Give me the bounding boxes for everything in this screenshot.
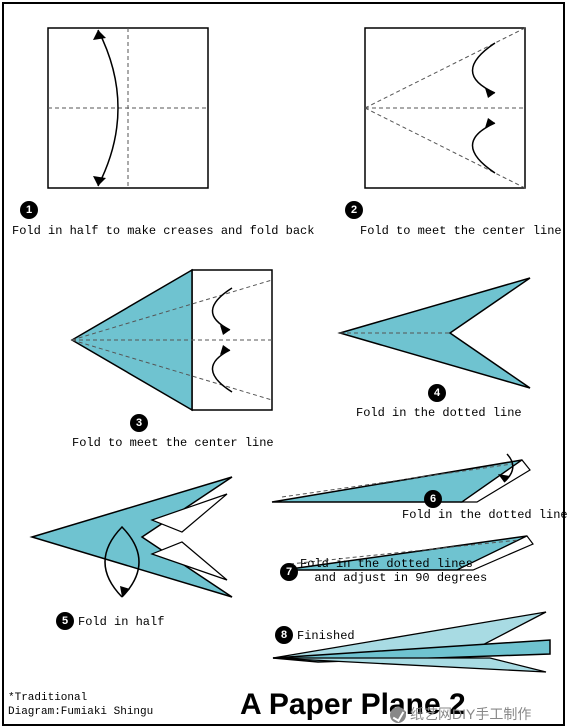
step3-caption: Fold to meet the center line (72, 436, 274, 450)
step-badge-3: 3 (130, 414, 148, 432)
step-badge-5: 5 (56, 612, 74, 630)
step-badge-4: 4 (428, 384, 446, 402)
step4-figure (330, 268, 540, 398)
step-badge-7: 7 (280, 563, 298, 581)
step6-figure (262, 450, 552, 512)
step-badge-1: 1 (20, 201, 38, 219)
step-badge-6: 6 (424, 490, 442, 508)
step6-caption: Fold in the dotted line (402, 508, 567, 522)
step1-caption: Fold in half to make creases and fold ba… (12, 224, 314, 238)
step2-figure (355, 18, 535, 198)
step5-caption: Fold in half (78, 615, 164, 629)
step5-figure (22, 462, 242, 622)
watermark-icon (390, 707, 406, 723)
step7-caption: Fold in the dotted lines and adjust in 9… (300, 557, 487, 585)
credit-line-1: *Traditional (8, 692, 87, 704)
credit-line-2: Diagram:Fumiaki Shingu (8, 706, 153, 718)
step2-caption: Fold to meet the center line (360, 224, 562, 238)
watermark-text: 纸艺网DIY手工制作 (410, 706, 531, 722)
step8-caption: Finished (297, 629, 355, 643)
step-badge-8: 8 (275, 626, 293, 644)
step4-caption: Fold in the dotted line (356, 406, 522, 420)
step3-figure (62, 260, 282, 420)
watermark: 纸艺网DIY手工制作 (390, 704, 531, 724)
step1-figure (38, 18, 218, 198)
step-badge-2: 2 (345, 201, 363, 219)
